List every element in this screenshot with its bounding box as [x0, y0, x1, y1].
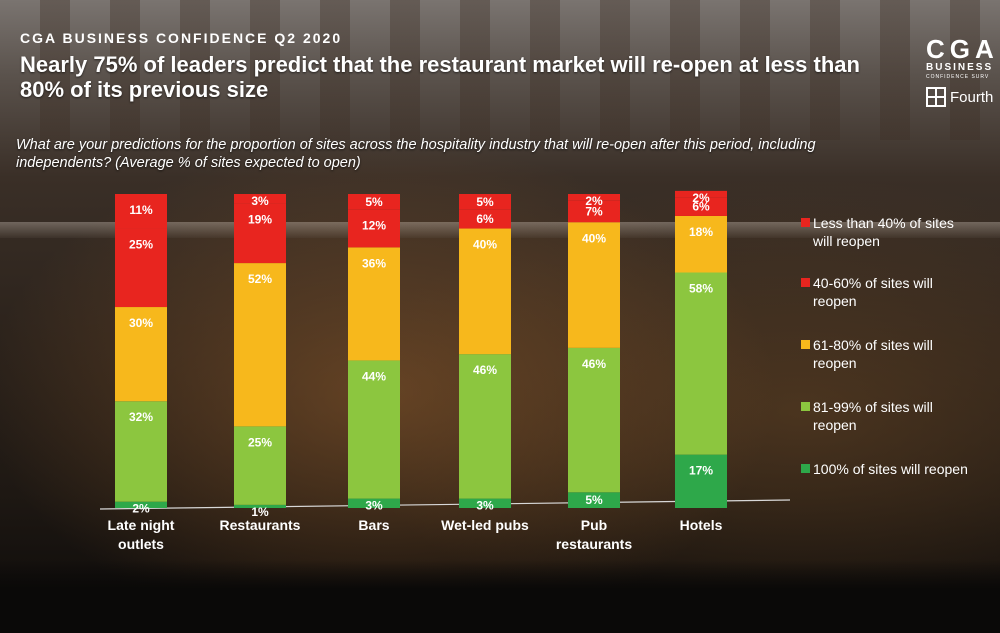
bar-segment [348, 360, 400, 499]
data-label: 46% [582, 357, 606, 371]
legend-label: will reopen [812, 233, 880, 249]
data-label: 44% [362, 369, 386, 383]
data-label: 5% [585, 493, 603, 507]
bar-segment [675, 454, 727, 508]
legend-label: 81-99% of sites will [813, 399, 933, 415]
category-label: outlets [118, 536, 164, 552]
data-label: 2% [132, 502, 150, 516]
data-label: 7% [585, 204, 603, 218]
bar-segment [459, 194, 511, 210]
bar-segment [675, 215, 727, 273]
legend-swatch [801, 402, 810, 411]
bar-segment [568, 194, 620, 201]
survey-kicker: CGA BUSINESS CONFIDENCE Q2 2020 [20, 30, 343, 46]
category-label: Hotels [680, 517, 723, 533]
category-label: Restaurants [220, 517, 301, 533]
bar-segment [675, 197, 727, 216]
bar-segment [675, 272, 727, 455]
bar-segment [568, 492, 620, 508]
legend-label: reopen [813, 355, 857, 371]
data-label: 17% [689, 464, 713, 478]
survey-question: What are your predictions for the propor… [16, 137, 816, 171]
bar-segment [234, 504, 286, 508]
legend-swatch [801, 464, 810, 473]
bar-segment [459, 354, 511, 499]
legend-label: reopen [813, 417, 857, 433]
bar-segment [348, 194, 400, 210]
bar-segment [348, 209, 400, 248]
bar-segment [459, 228, 511, 355]
bar-segment [348, 247, 400, 361]
bar-segment [675, 190, 727, 198]
data-label: 5% [365, 195, 383, 209]
fourth-logo-icon [926, 87, 946, 107]
legend-swatch [801, 340, 810, 349]
data-label: 25% [129, 238, 153, 252]
data-label: 6% [476, 212, 494, 226]
data-label: 12% [362, 219, 386, 233]
bar-segment [115, 501, 167, 508]
data-label: 40% [473, 238, 497, 252]
bar-segment [115, 228, 167, 308]
page-title: Nearly 75% of leaders predict that the r… [20, 52, 860, 102]
bar-segment [348, 498, 400, 508]
data-label: 2% [692, 191, 710, 205]
data-label: 5% [476, 195, 494, 209]
legend-label: reopen [813, 293, 857, 309]
fourth-logo-text: Fourth [950, 88, 994, 106]
bar-segment [234, 203, 286, 264]
bar-segment [459, 498, 511, 508]
bar-segment [115, 401, 167, 502]
bottom-shadow [0, 560, 1000, 633]
data-label: 19% [248, 212, 272, 226]
data-label: 30% [129, 316, 153, 330]
legend-label: 40-60% of sites will [813, 275, 933, 291]
data-label: 18% [689, 225, 713, 239]
legend-label: 100% of sites will reopen [813, 461, 968, 477]
bar-segment [459, 209, 511, 229]
data-label: 32% [129, 410, 153, 424]
legend-swatch [801, 218, 810, 227]
bottle-shelf-decoration [0, 0, 1000, 140]
bar-segment [115, 194, 167, 229]
bar-segment [234, 263, 286, 427]
cga-logo-text: CGA [926, 34, 999, 64]
data-label: 3% [251, 194, 269, 208]
bar-segment [568, 200, 620, 223]
data-label: 3% [476, 499, 494, 513]
data-label: 58% [689, 282, 713, 296]
category-label: Bars [358, 517, 389, 533]
bar-segment [234, 194, 286, 204]
confidence-logo-text: CONFIDENCE SURV [926, 74, 990, 80]
data-label: 2% [585, 194, 603, 208]
data-label: 40% [582, 231, 606, 245]
bar-segment [115, 307, 167, 402]
data-label: 46% [473, 363, 497, 377]
data-label: 52% [248, 272, 272, 286]
data-label: 1% [251, 505, 269, 519]
legend-label: Less than 40% of sites [813, 215, 954, 231]
category-label: Pub [581, 517, 607, 533]
data-label: 25% [248, 435, 272, 449]
category-label: Late night [108, 517, 175, 533]
fourth-logo: Fourth [926, 87, 1000, 107]
category-label: restaurants [556, 536, 632, 552]
data-label: 6% [692, 200, 710, 214]
legend-swatch [801, 278, 810, 287]
data-label: 36% [362, 256, 386, 270]
bar-segment [568, 347, 620, 493]
bar-segment [568, 222, 620, 348]
business-logo-text: BUSINESS [926, 62, 994, 73]
data-label: 3% [365, 499, 383, 513]
data-label: 11% [129, 203, 153, 217]
brand-logo: CGA BUSINESS CONFIDENCE SURV Fourth [926, 36, 1000, 107]
bar-segment [234, 426, 286, 505]
legend-label: 61-80% of sites will [813, 337, 933, 353]
category-label: Wet-led pubs [441, 517, 529, 533]
